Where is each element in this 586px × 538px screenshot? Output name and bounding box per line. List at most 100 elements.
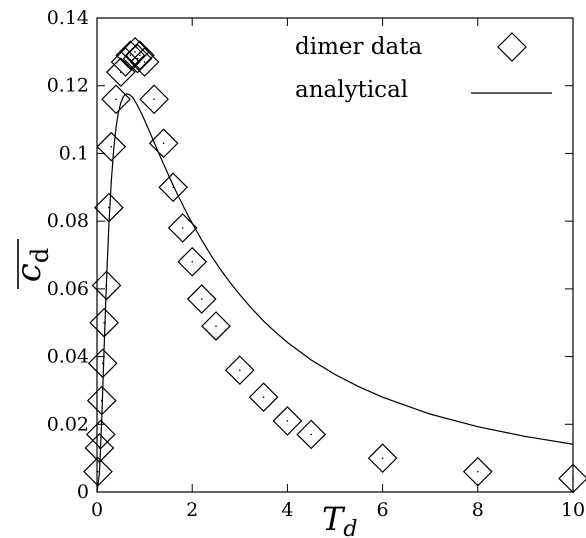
diamond-marker <box>85 419 116 450</box>
diamond-marker <box>122 43 153 74</box>
marker-center-dot <box>139 54 141 57</box>
legend-label-dimer-data: dimer data <box>295 34 422 60</box>
diamond-marker <box>94 192 124 223</box>
x-tick-label: 4 <box>281 499 293 521</box>
y-tick-label: 0 <box>77 481 89 503</box>
data-point <box>86 385 117 416</box>
data-point <box>96 131 127 162</box>
x-axis-title: Td <box>322 500 357 538</box>
diamond-marker <box>224 355 255 385</box>
data-point <box>85 419 116 450</box>
data-point <box>558 463 586 494</box>
diamond-marker <box>129 47 160 77</box>
data-point <box>148 128 179 159</box>
y-tick-label: 0.02 <box>47 413 89 435</box>
diamond-marker <box>148 128 179 159</box>
marker-center-dot <box>310 433 313 436</box>
marker-center-dot <box>200 298 203 300</box>
data-point <box>115 40 146 71</box>
marker-center-dot <box>262 396 265 399</box>
diamond-marker <box>105 57 136 88</box>
diamond-marker <box>272 406 303 436</box>
marker-center-dot <box>477 470 479 473</box>
y-tick-label: 0.12 <box>47 75 89 97</box>
diamond-marker <box>124 40 155 71</box>
y-tick-label: 0.04 <box>47 346 89 368</box>
diamond-marker <box>115 40 146 71</box>
x-tick-label: 10 <box>561 499 585 521</box>
y-axis-ticks: 0 0.02 0.04 0.06 0.08 0.1 0.12 0.14 <box>47 7 573 503</box>
diamond-marker <box>84 433 115 463</box>
y-tick-label: 0.06 <box>47 278 89 300</box>
diamond-marker <box>177 246 208 277</box>
marker-center-dot <box>115 98 117 101</box>
data-point <box>248 382 279 413</box>
diamond-marker <box>101 84 131 115</box>
y-tick-label: 0.08 <box>47 210 89 232</box>
dimer-data-points <box>83 37 586 494</box>
diamond-marker <box>91 270 122 301</box>
data-point <box>177 246 208 277</box>
data-point <box>272 406 303 436</box>
diamond-marker <box>296 419 327 450</box>
x-axis-ticks: 0 2 4 6 8 10 <box>91 18 585 521</box>
marker-center-dot <box>286 420 289 422</box>
diamond-marker <box>367 443 398 473</box>
marker-center-dot <box>143 61 146 63</box>
marker-center-dot <box>129 54 132 57</box>
marker-center-dot <box>108 206 110 209</box>
y-axis-title-subscript: d <box>26 248 54 263</box>
marker-center-dot <box>239 369 241 371</box>
y-axis-title-main: c <box>9 263 49 282</box>
marker-center-dot <box>162 142 165 145</box>
data-point <box>101 84 131 115</box>
x-tick-label: 0 <box>91 499 103 521</box>
marker-center-dot <box>97 470 99 473</box>
marker-center-dot <box>110 145 113 148</box>
data-point <box>83 456 113 487</box>
diamond-marker <box>139 84 169 115</box>
data-point <box>186 284 217 314</box>
marker-center-dot <box>100 433 102 436</box>
x-tick-label: 6 <box>377 499 389 521</box>
data-point <box>122 43 153 74</box>
data-point <box>158 172 189 203</box>
marker-center-dot <box>153 98 155 101</box>
diamond-marker <box>96 131 127 162</box>
x-axis-title-main: T <box>322 500 346 538</box>
data-point <box>91 270 122 301</box>
diamond-marker <box>167 213 198 243</box>
diamond-marker <box>87 348 118 379</box>
marker-center-dot <box>215 325 217 327</box>
x-tick-label: 8 <box>472 499 484 521</box>
marker-center-dot <box>103 321 105 324</box>
marker-center-dot <box>172 186 174 189</box>
data-point <box>124 40 155 71</box>
diamond-marker <box>83 456 113 487</box>
marker-center-dot <box>572 477 574 480</box>
data-point <box>224 355 255 385</box>
marker-center-dot <box>134 51 136 53</box>
data-point <box>139 84 169 115</box>
marker-center-dot <box>381 457 384 459</box>
legend-marker-diamond <box>497 32 527 62</box>
plot-frame <box>96 17 574 493</box>
diamond-marker <box>201 311 231 341</box>
legend-label-analytical: analytical <box>295 77 408 103</box>
marker-center-dot <box>191 260 193 263</box>
diamond-marker <box>558 463 586 494</box>
marker-center-dot <box>181 227 184 229</box>
x-axis-title-subscript: d <box>343 517 357 538</box>
data-point <box>201 311 231 341</box>
diamond-marker <box>462 456 493 487</box>
legend: dimer data analytical <box>295 32 552 103</box>
marker-center-dot <box>105 284 108 287</box>
svg-text:cd: cd <box>9 248 54 282</box>
diamond-marker <box>186 284 217 314</box>
y-tick-label: 0.14 <box>47 7 89 29</box>
diamond-marker <box>158 172 189 203</box>
y-axis-title: cd <box>9 239 54 289</box>
data-point <box>367 443 398 473</box>
diamond-marker <box>89 307 119 338</box>
